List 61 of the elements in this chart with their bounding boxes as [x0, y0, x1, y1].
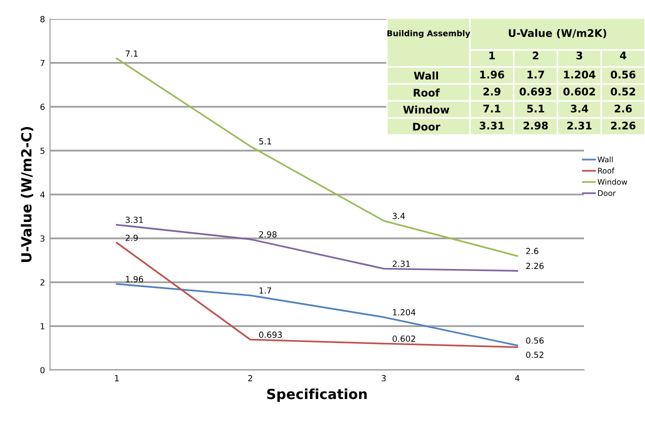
y-tick-label: Roof — [414, 88, 440, 97]
data-label: 1.204 — [564, 70, 596, 79]
data-label: 2.31 — [392, 260, 410, 267]
y-tick-label: 6 — [40, 104, 45, 110]
y-tick-label: 7 — [40, 60, 44, 66]
data-label: 7.1 — [126, 50, 138, 57]
data-label: 0.602 — [392, 336, 416, 342]
chart-title: U-Value (W/m2K) — [508, 28, 606, 38]
data-label: 2.26 — [611, 122, 636, 130]
data-label: 1.96 — [480, 70, 504, 79]
y-tick-label: 0 — [40, 366, 45, 374]
data-label: 0.602 — [563, 88, 595, 96]
x-tick-label: 2 — [532, 52, 538, 60]
y-tick-label: 5 — [40, 148, 44, 154]
y-tick-label: 4 — [40, 192, 45, 198]
data-label: 0.693 — [520, 88, 552, 96]
line-series — [116, 58, 518, 257]
data-label: 1.96 — [126, 276, 144, 282]
data-label: 0.52 — [526, 352, 544, 358]
data-label: 0.52 — [610, 88, 636, 96]
data-label: 5.1 — [259, 138, 272, 144]
y-tick-label: Wall — [414, 72, 438, 80]
data-label: 1.204 — [393, 309, 416, 316]
data-label: 1.7 — [528, 70, 544, 78]
data-label: 7.1 — [483, 104, 500, 112]
data-label: 0.56 — [610, 70, 636, 79]
y-axis-title: Building Assembly — [387, 30, 470, 38]
data-label: 3.4 — [392, 212, 405, 220]
x-axis-title: Specification — [267, 388, 367, 402]
data-label: 2.31 — [567, 122, 592, 130]
x-tick-label: 2 — [248, 375, 252, 382]
x-tick-label: 4 — [515, 375, 520, 382]
line-series — [116, 283, 518, 346]
y-tick-label: 3 — [40, 235, 44, 242]
y-tick-label: 2 — [40, 279, 44, 286]
data-label: 2.26 — [526, 262, 544, 270]
data-label: 3.31 — [480, 122, 504, 130]
data-label: 2.6 — [526, 248, 538, 254]
data-label: 3.31 — [126, 216, 143, 224]
x-tick-label: 4 — [620, 52, 626, 60]
data-label: 5.1 — [527, 104, 544, 113]
data-label: 0.693 — [259, 332, 282, 338]
y-tick-label: 1 — [40, 323, 44, 330]
x-tick-label: 1 — [489, 52, 495, 60]
data-label: 2.98 — [524, 122, 548, 130]
data-label: 3.4 — [570, 104, 588, 113]
line-series — [116, 224, 518, 272]
line-series — [116, 242, 518, 348]
x-tick-label: 3 — [576, 52, 582, 60]
y-tick-label: Window — [403, 106, 450, 114]
data-label: 1.7 — [260, 287, 272, 294]
data-label: 2.6 — [614, 104, 632, 113]
x-tick-label: 3 — [382, 375, 386, 382]
x-tick-label: 1 — [115, 375, 119, 382]
data-label: 2.9 — [483, 88, 500, 96]
y-axis-title: U-Value (W/m2-C) — [20, 126, 34, 262]
data-label: 2.9 — [126, 234, 138, 242]
y-tick-label: Door — [413, 122, 440, 131]
data-label: 2.98 — [259, 231, 277, 238]
y-tick-label: 8 — [40, 16, 45, 22]
data-label: 0.56 — [526, 337, 544, 344]
